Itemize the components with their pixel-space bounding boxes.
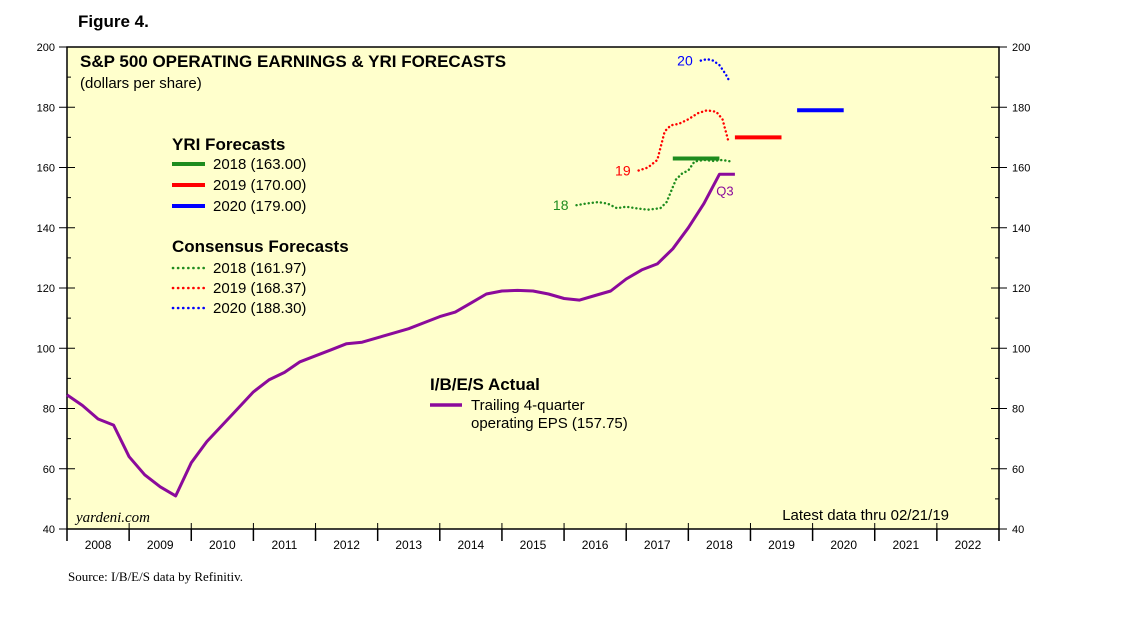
x-tick-label: 2013 bbox=[395, 538, 422, 552]
y-tick-label-left: 180 bbox=[37, 102, 55, 114]
x-tick-label: 2022 bbox=[955, 538, 982, 552]
y-tick-label-right: 40 bbox=[1012, 524, 1024, 536]
legend-actual-line2: operating EPS (157.75) bbox=[471, 415, 628, 432]
y-tick-label-right: 60 bbox=[1012, 464, 1024, 476]
y-tick-label-right: 120 bbox=[1012, 283, 1030, 295]
x-axis: 2008 2009 2010 2011 2012 2013 2014 2015 2016 2017… bbox=[66, 523, 1000, 552]
y-tick-label-left: 200 bbox=[37, 42, 55, 54]
y-tick-label-left: 140 bbox=[37, 223, 55, 235]
legend-actual-title: I/B/E/S Actual bbox=[430, 375, 540, 394]
y-tick-label-right: 100 bbox=[1012, 343, 1030, 355]
y-tick-label-right: 140 bbox=[1012, 223, 1030, 235]
series-layer: 18 19 20 Q3 bbox=[66, 53, 844, 498]
x-tick-label: 2014 bbox=[458, 538, 485, 552]
legend-consensus: Consensus Forecasts 2018 (161.97) 2019 (… bbox=[171, 237, 349, 317]
legend-yri-2020-label: 2020 (179.00) bbox=[213, 198, 306, 215]
series-line bbox=[699, 57, 732, 84]
x-tick-label: 2012 bbox=[333, 538, 360, 552]
x-tick-label: 2011 bbox=[272, 538, 298, 552]
annotation-q3: Q3 bbox=[716, 184, 733, 199]
series-line bbox=[637, 109, 730, 172]
legend-yri-2018-label: 2018 (163.00) bbox=[213, 156, 306, 173]
x-tick-label: 2015 bbox=[520, 538, 547, 552]
series-line bbox=[66, 172, 735, 498]
legend-consensus-2020-label: 2020 (188.30) bbox=[213, 300, 306, 317]
source-note: Source: I/B/E/S data by Refinitiv. bbox=[68, 569, 243, 584]
figure-label: Figure 4. bbox=[78, 12, 149, 31]
x-tick-label: 2016 bbox=[582, 538, 609, 552]
chart-title: S&P 500 OPERATING EARNINGS & YRI FORECAS… bbox=[80, 52, 506, 71]
y-tick-label-left: 60 bbox=[43, 464, 55, 476]
y-tick-label-left: 80 bbox=[43, 404, 55, 416]
y-tick-label-left: 120 bbox=[37, 283, 55, 295]
legend-yri-2019-label: 2019 (170.00) bbox=[213, 177, 306, 194]
y-tick-label-right: 80 bbox=[1012, 404, 1024, 416]
series-end-label: 18 bbox=[553, 197, 569, 213]
series-end-label: 19 bbox=[615, 163, 631, 179]
legend-actual-line1: Trailing 4-quarter bbox=[471, 397, 585, 414]
x-tick-label: 2019 bbox=[768, 538, 795, 552]
latest-data-note: Latest data thru 02/21/19 bbox=[782, 507, 949, 524]
y-tick-label-right: 180 bbox=[1012, 102, 1030, 114]
legend-consensus-2018-label: 2018 (161.97) bbox=[213, 260, 306, 277]
y-tick-label-left: 160 bbox=[37, 163, 55, 175]
x-tick-label: 2009 bbox=[147, 538, 174, 552]
legend-yri-title: YRI Forecasts bbox=[172, 135, 285, 154]
y-axis-right: 40 60 80 100 120 140 160 180 200 bbox=[991, 42, 1030, 536]
legend-consensus-title: Consensus Forecasts bbox=[172, 237, 349, 256]
series-end-label: 20 bbox=[677, 53, 693, 69]
x-tick-label: 2018 bbox=[706, 538, 733, 552]
plot-area bbox=[66, 46, 1000, 530]
x-tick-label: 2021 bbox=[892, 538, 919, 552]
chart-subtitle: (dollars per share) bbox=[80, 75, 202, 92]
x-tick-label: 2020 bbox=[830, 538, 857, 552]
y-tick-label-left: 100 bbox=[37, 343, 55, 355]
legend-yri: YRI Forecasts 2018 (163.00) 2019 (170.00… bbox=[172, 135, 306, 215]
y-tick-label-right: 200 bbox=[1012, 42, 1030, 54]
x-tick-label: 2010 bbox=[209, 538, 236, 552]
y-axis-left: 40 60 80 100 120 140 160 180 200 bbox=[37, 42, 75, 536]
x-tick-label: 2008 bbox=[85, 538, 112, 552]
legend-actual: I/B/E/S Actual Trailing 4-quarter operat… bbox=[430, 375, 628, 432]
y-tick-label-left: 40 bbox=[43, 524, 55, 536]
y-tick-label-right: 160 bbox=[1012, 163, 1030, 175]
legend-consensus-2019-label: 2019 (168.37) bbox=[213, 280, 306, 297]
watermark: yardeni.com bbox=[74, 510, 150, 526]
x-tick-label: 2017 bbox=[644, 538, 671, 552]
